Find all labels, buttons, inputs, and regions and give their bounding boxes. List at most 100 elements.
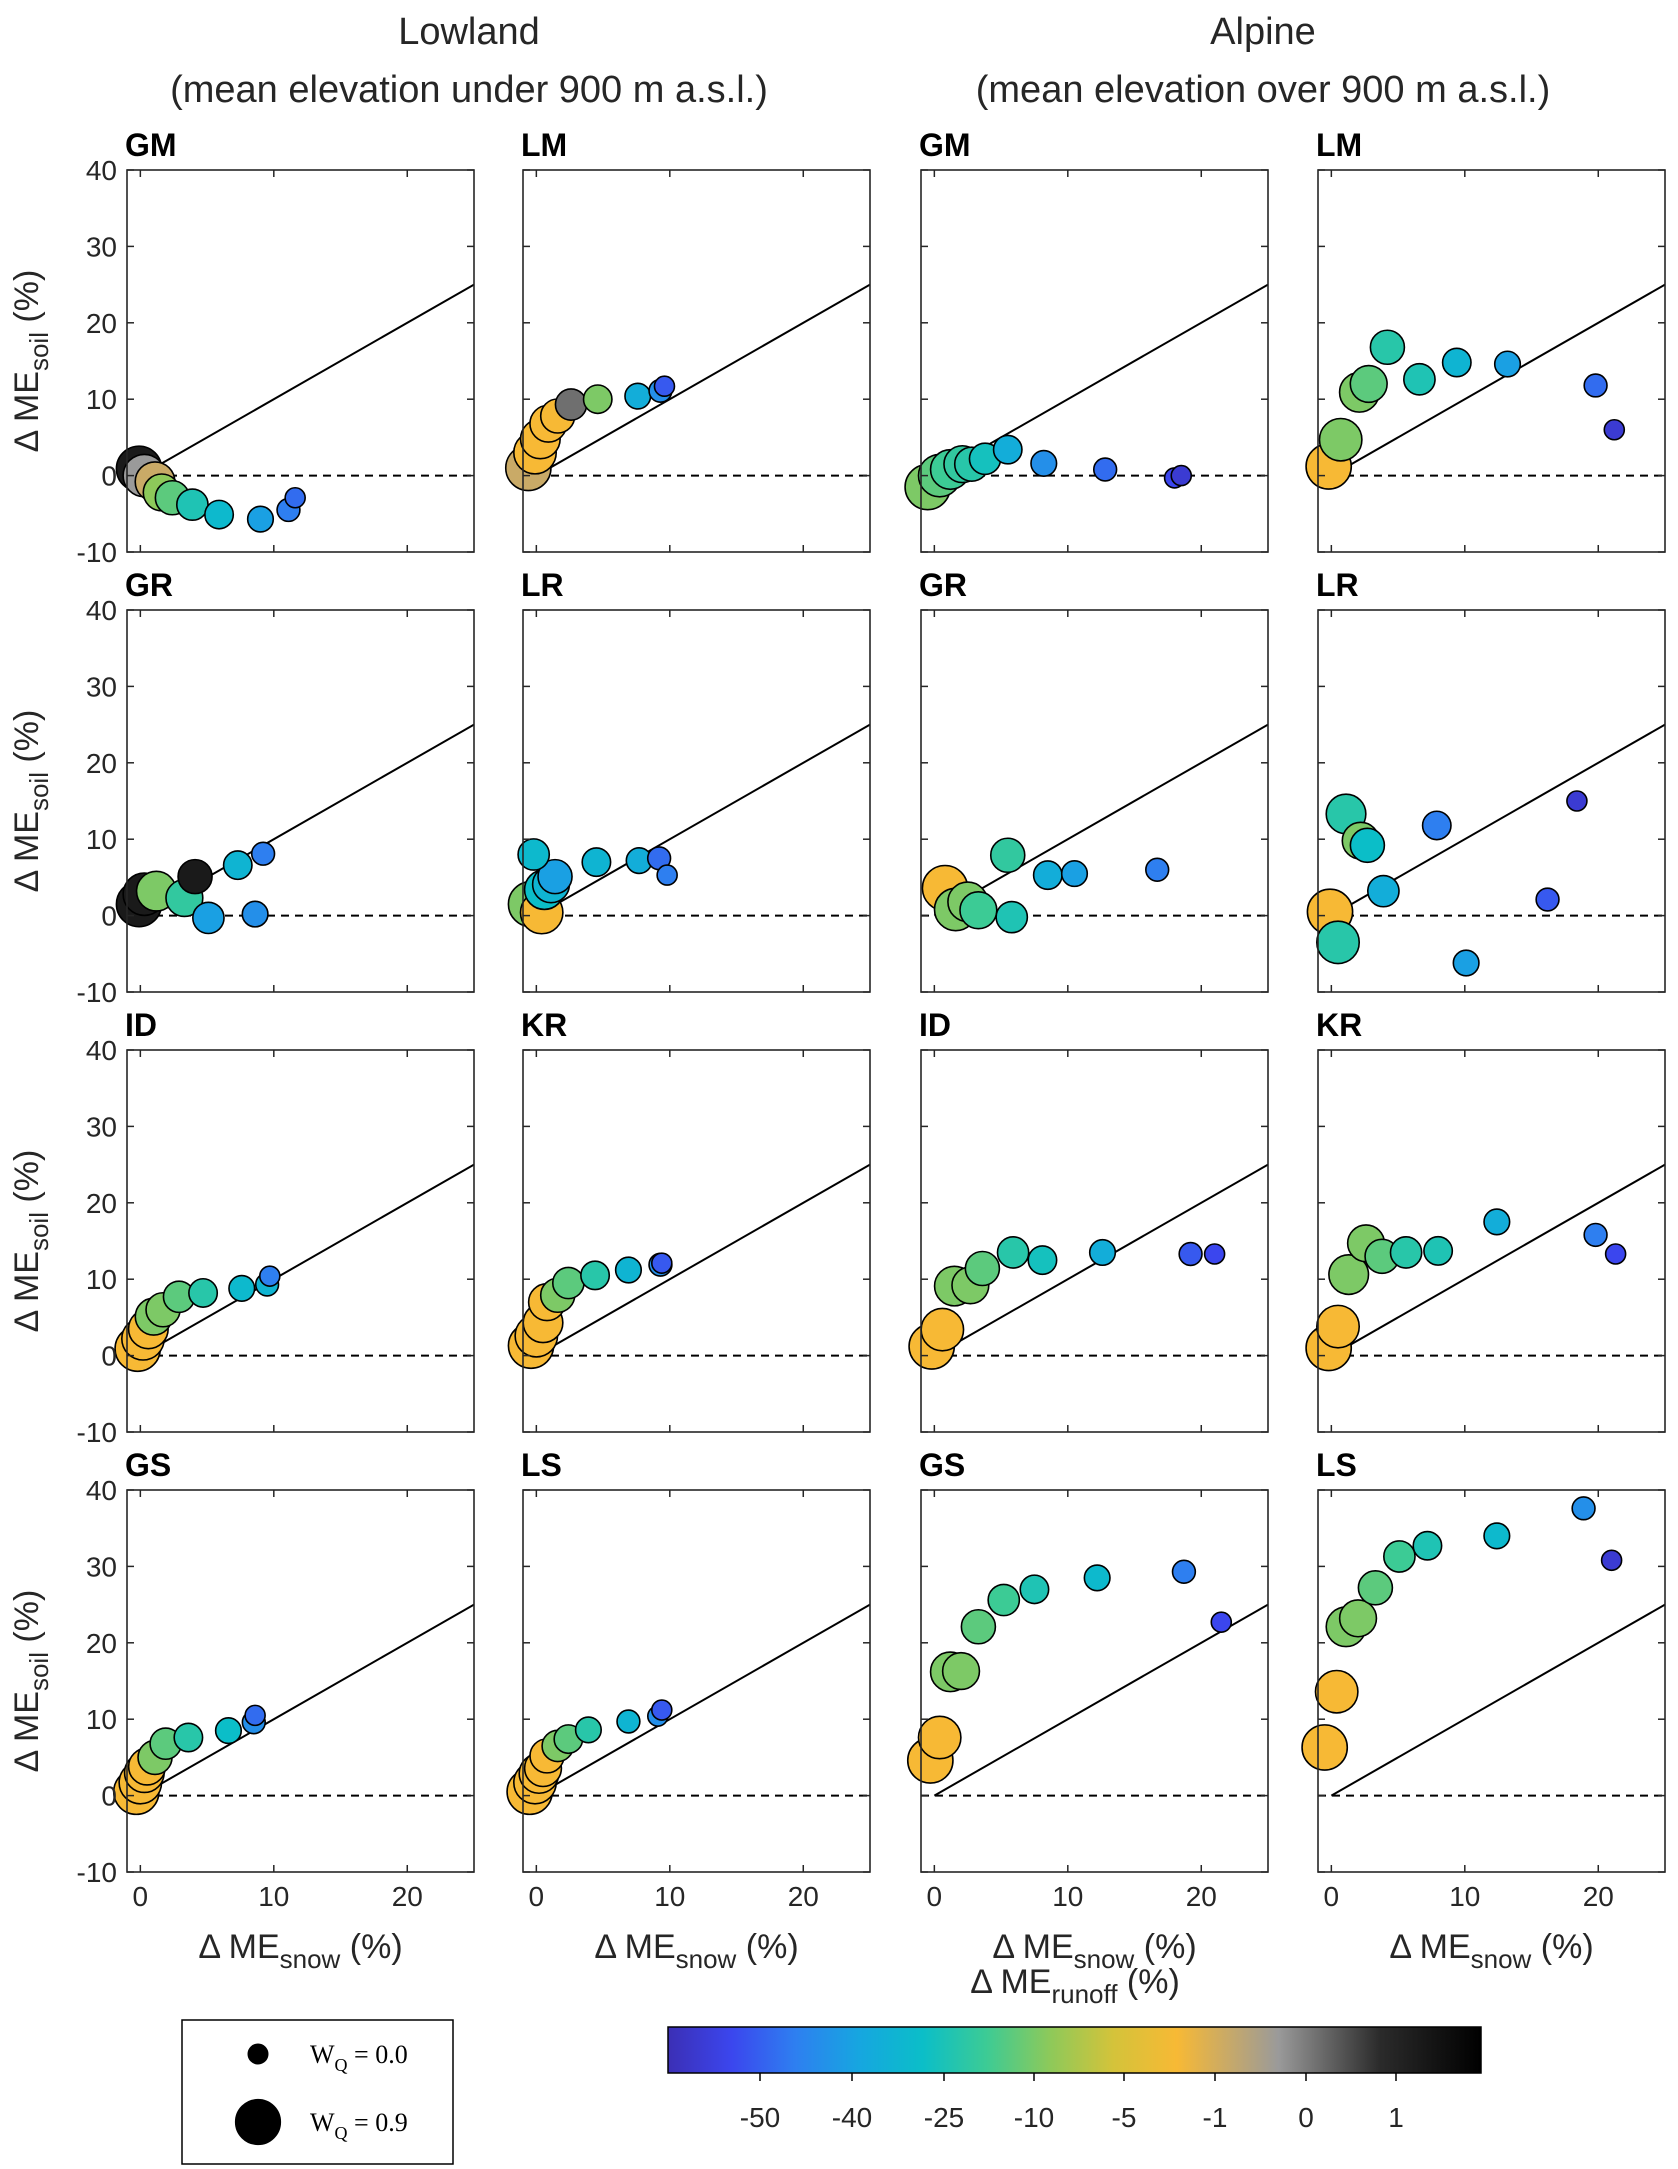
panel-frame: [126, 1489, 475, 1873]
y-tick-label: 0: [101, 1781, 117, 1812]
y-tick-label: 0: [101, 901, 117, 932]
one-to-one-line: [535, 1603, 870, 1797]
data-point: [1483, 1522, 1511, 1550]
data-point: [624, 382, 652, 410]
panel-frame: [1317, 609, 1666, 993]
panel-title: LM: [1316, 127, 1362, 163]
data-point: [1145, 857, 1170, 882]
panel-title: LR: [521, 567, 564, 603]
panel-gs: GS 0 10 20 Δ MEsnow (%): [906, 1447, 1269, 1974]
y-tick-label: 0: [101, 461, 117, 492]
y-tick-label: 0: [101, 1341, 117, 1372]
y-tick-label: 30: [86, 231, 117, 262]
colorbar-tick-label: 1: [1388, 2102, 1404, 2133]
label-subscript: runoff: [1051, 1979, 1118, 2009]
x-tick-label: 0: [133, 1881, 149, 1912]
x-tick-label: 10: [1052, 1881, 1083, 1912]
colorbar-tick-label: -5: [1112, 2102, 1137, 2133]
panel-title: ID: [125, 1007, 157, 1043]
x-tick-label: 10: [258, 1881, 289, 1912]
x-tick-label: 20: [1186, 1881, 1217, 1912]
panel-frame: [126, 609, 475, 993]
data-point: [1030, 449, 1058, 477]
panel-kr: KR: [507, 1007, 871, 1433]
panel-frame: [920, 609, 1269, 993]
data-point: [656, 864, 678, 886]
panel-title: GM: [125, 127, 177, 163]
panel-lm: LM: [504, 127, 871, 553]
panel-title: KR: [521, 1007, 567, 1043]
legend-marker: [247, 2043, 269, 2065]
data-point: [517, 838, 551, 871]
y-tick-label: 20: [86, 1188, 117, 1219]
data-point: [582, 384, 613, 415]
y-tick-label: 40: [86, 1475, 117, 1506]
y-axis-label: Δ MEsoil (%): [8, 1150, 54, 1333]
panel-title: LM: [521, 127, 567, 163]
panel-gm: GM -10 0 10 20 30 40 Δ MEsoil (%): [8, 127, 475, 568]
y-tick-label: 20: [86, 1628, 117, 1659]
data-point: [580, 1260, 611, 1291]
data-point: [173, 1722, 204, 1753]
data-point: [1171, 1559, 1197, 1584]
data-point: [175, 488, 209, 522]
data-point: [1178, 1241, 1203, 1267]
label-unit: (%): [1117, 1963, 1179, 2001]
data-point: [204, 499, 235, 530]
data-point: [964, 1250, 1001, 1287]
legend-label-value: = 0.9: [348, 2108, 408, 2137]
y-tick-label: 20: [86, 308, 117, 339]
legend-label-subscript: Q: [335, 2123, 348, 2143]
data-point: [1349, 364, 1388, 404]
y-tick-label: 40: [86, 155, 117, 186]
label-main: Δ ME: [8, 1251, 46, 1332]
panel-title: LR: [1316, 567, 1359, 603]
data-point: [244, 1704, 266, 1727]
data-point: [1535, 887, 1560, 912]
y-tick-label: -10: [77, 1417, 117, 1448]
label-unit: (%): [8, 710, 46, 772]
data-point: [1357, 1569, 1394, 1606]
data-point: [996, 1236, 1030, 1269]
panel-frame: [522, 609, 871, 993]
x-axis-label: Δ MEsnow (%): [198, 1928, 402, 1974]
data-point: [1032, 860, 1063, 891]
panel-lm: LM: [1305, 127, 1666, 553]
panel-title: GR: [919, 567, 967, 603]
column-group-title: Alpine: [1210, 11, 1316, 53]
y-tick-label: 20: [86, 748, 117, 779]
panel-frame: [920, 1049, 1269, 1433]
data-point: [192, 901, 225, 935]
label-main: Δ ME: [8, 1691, 46, 1772]
label-main: Δ ME: [970, 1963, 1051, 2001]
data-point: [1318, 417, 1363, 462]
x-axis-label: Δ MEsnow (%): [1389, 1928, 1593, 1974]
colorbar-label: Δ MErunoff (%): [970, 1963, 1180, 2009]
data-point: [1092, 457, 1118, 482]
data-point: [1203, 1243, 1226, 1265]
panel-title: LS: [1316, 1447, 1357, 1483]
panel-frame: [920, 1489, 1269, 1873]
one-to-one-line: [139, 1163, 474, 1357]
data-point: [222, 850, 253, 881]
label-unit: (%): [1531, 1928, 1593, 1966]
panel-ls: LS 0 10 20 Δ MEsnow (%): [506, 1447, 871, 1974]
one-to-one-line: [933, 1603, 1268, 1797]
colorbar-bar: [667, 2026, 1482, 2074]
data-point: [1328, 1254, 1370, 1296]
label-main: Δ ME: [8, 371, 46, 452]
label-subscript: soil: [24, 1212, 54, 1251]
label-subscript: snow: [280, 1944, 341, 1974]
one-to-one-line: [535, 1163, 870, 1357]
panel-frame: [522, 169, 871, 553]
data-point: [537, 858, 573, 895]
panel-gm: GM: [904, 127, 1269, 553]
data-point: [653, 375, 676, 398]
data-point: [989, 837, 1026, 874]
data-point: [941, 1651, 981, 1691]
data-point: [1583, 1222, 1608, 1248]
legend-label-subscript: Q: [335, 2055, 348, 2075]
data-point: [1389, 1236, 1423, 1269]
label-subscript: soil: [24, 772, 54, 811]
